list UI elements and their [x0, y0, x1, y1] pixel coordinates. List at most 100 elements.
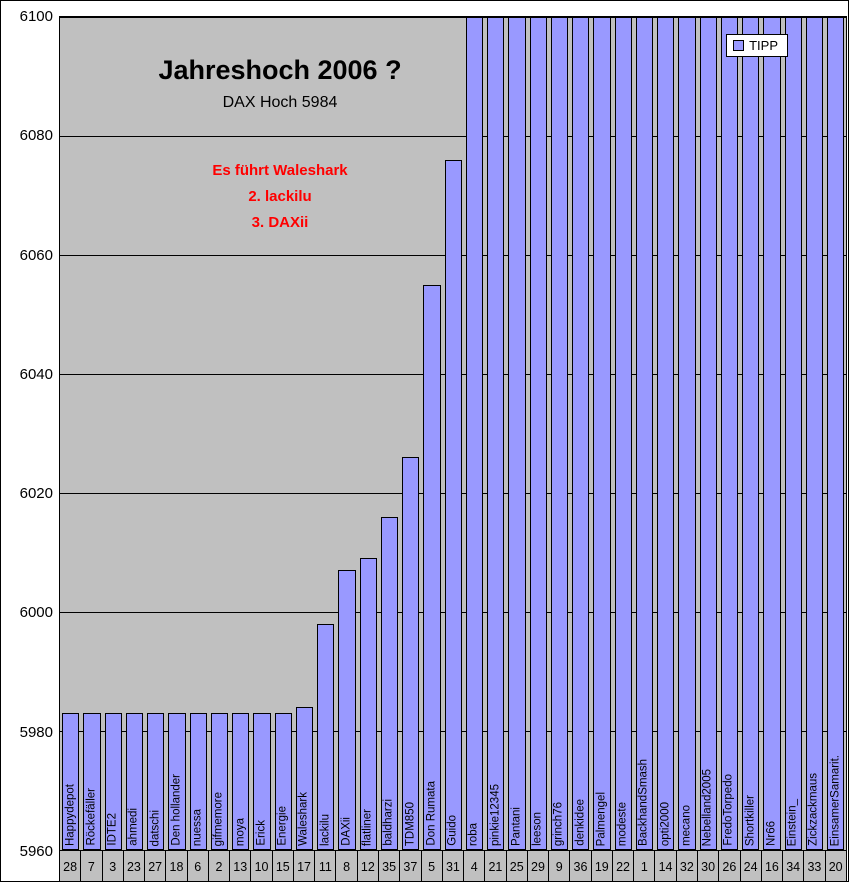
bar [317, 623, 335, 850]
bar [147, 713, 165, 850]
category-label: EinsamerSamarit. [828, 754, 841, 846]
bar-column: Happydepot [60, 17, 81, 850]
bar-column: flatliner [358, 17, 379, 850]
rank-label: 5 [422, 851, 443, 881]
category-label: Palmengel [595, 791, 608, 846]
bar [295, 707, 313, 850]
rank-label: 34 [783, 851, 805, 881]
bar [529, 17, 547, 850]
plot-area: Happydepot Röckefäller IDTE2 ahmedi datschi D… [59, 16, 847, 851]
bar [402, 457, 420, 850]
category-label: baldharzi [382, 799, 395, 846]
category-label: Pantani [510, 806, 523, 846]
bar-column: gifmemore [209, 17, 230, 850]
rank-label: 37 [400, 851, 422, 881]
bar-column: ahmedi [124, 17, 145, 850]
bar [635, 17, 653, 850]
y-axis: 6100 6080 6060 6040 6020 6000 5980 5960 [1, 1, 57, 881]
bar [253, 713, 271, 850]
rank-label: 13 [230, 851, 252, 881]
rank-label: 23 [124, 851, 146, 881]
rank-row: 28 7 3 23 27 18 6 2 13 10 15 17 11 8 12 35 37 5 31 4 21 25 29 9… [59, 851, 847, 881]
bar-column: Nr66 [761, 17, 782, 850]
standings-line-3: 3. DAXii [251, 214, 309, 231]
category-label: TDM850 [403, 801, 416, 846]
category-label: BackhandSmash [637, 759, 650, 846]
rank-label: 25 [507, 851, 528, 881]
category-label: opti2000 [658, 801, 671, 846]
category-label: lackilu [318, 814, 331, 846]
y-tick-label: 5980 [19, 723, 53, 741]
bar [232, 713, 250, 850]
bar [657, 17, 675, 850]
bar [720, 17, 738, 850]
bar [827, 17, 845, 850]
bar-column: roba [464, 17, 485, 850]
bar-column: leeson [528, 17, 549, 850]
category-label: Energie [276, 806, 289, 846]
category-label: DAXii [340, 817, 353, 846]
bar [338, 570, 356, 850]
category-label: grinch76 [552, 801, 565, 846]
category-label: mecano [680, 805, 693, 846]
category-label: leeson [531, 812, 544, 846]
category-label: Röckefäller [85, 788, 98, 846]
category-label: flatliner [361, 808, 374, 846]
y-tick-label: 5960 [19, 843, 53, 860]
y-tick-label: 6020 [19, 485, 53, 503]
bar [83, 713, 101, 850]
bar-column: Palmengel [591, 17, 612, 850]
bar [168, 713, 186, 850]
bar-column: Pantani [506, 17, 527, 850]
bar [423, 284, 441, 850]
bar [699, 17, 717, 850]
rank-label: 1 [634, 851, 656, 881]
rank-label: 6 [188, 851, 209, 881]
category-label: modeste [616, 801, 629, 846]
y-tick-label: 6040 [19, 365, 53, 383]
bar-column: Energie [273, 17, 294, 850]
rank-label: 3 [103, 851, 124, 881]
rank-label: 31 [443, 851, 465, 881]
bar [62, 713, 80, 850]
category-label: nuessa [191, 808, 204, 846]
bar [742, 17, 760, 850]
rank-label: 36 [570, 851, 592, 881]
bar-column: moya [230, 17, 251, 850]
y-tick-label: 6060 [19, 246, 53, 264]
bar-column: Guido [443, 17, 464, 850]
standings-line-1: Es führt Waleshark [212, 162, 348, 179]
title-block: Jahreshoch 2006 ? DAX Hoch 5984 [100, 55, 460, 112]
category-label: pinkie12345 [488, 783, 501, 846]
category-label: Nr66 [765, 821, 778, 846]
rank-label: 22 [613, 851, 635, 881]
category-label: denkidee [573, 799, 586, 846]
bar-column: Shortkiller [740, 17, 761, 850]
bar-column: datschi [145, 17, 166, 850]
legend: TIPP [726, 34, 788, 57]
rank-label: 11 [315, 851, 337, 881]
category-label: Erick [255, 820, 268, 846]
category-label: Den hollander [170, 774, 183, 846]
rank-label: 8 [336, 851, 358, 881]
bar-column: BackhandSmash [634, 17, 655, 850]
category-label: gifmemore [212, 791, 225, 846]
bar-column: IDTE2 [103, 17, 124, 850]
gridline [60, 17, 846, 18]
rank-label: 19 [592, 851, 613, 881]
bar-column: Waleshark [294, 17, 315, 850]
category-label: Nebelland2005 [701, 768, 714, 846]
standings-annotation: Es führt Waleshark 2. lackilu 3. DAXii [100, 162, 460, 240]
rank-label: 24 [741, 851, 762, 881]
y-tick-label: 6100 [19, 8, 53, 25]
bar [465, 17, 483, 850]
bar [125, 713, 143, 850]
category-label: Shortkiller [743, 794, 756, 846]
chart-subtitle: DAX Hoch 5984 [222, 94, 338, 111]
rank-label: 32 [677, 851, 698, 881]
rank-label: 15 [273, 851, 294, 881]
rank-label: 18 [166, 851, 188, 881]
bar-column: denkidee [570, 17, 591, 850]
bar-column: modeste [613, 17, 634, 850]
category-label: moya [233, 817, 246, 846]
